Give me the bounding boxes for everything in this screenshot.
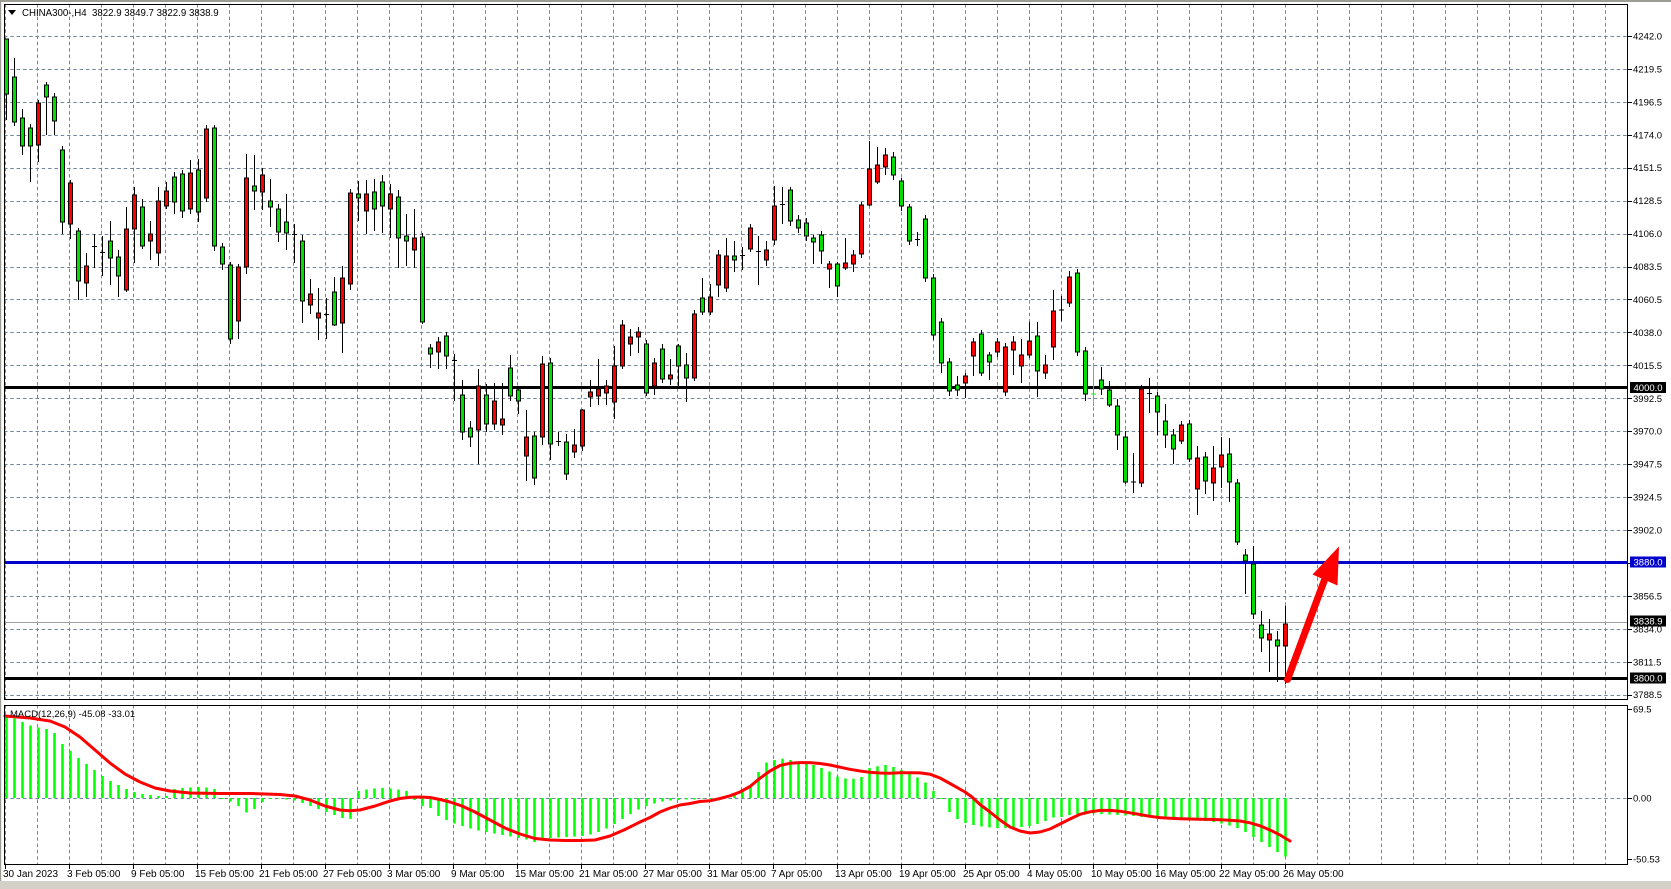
svg-text:4128.5: 4128.5	[1633, 196, 1662, 207]
svg-text:19 Apr 05:00: 19 Apr 05:00	[899, 869, 956, 880]
svg-text:9 Feb 05:00: 9 Feb 05:00	[131, 869, 185, 880]
svg-text:27 Feb 05:00: 27 Feb 05:00	[323, 869, 382, 880]
svg-text:16 May 05:00: 16 May 05:00	[1155, 869, 1216, 880]
svg-text:3970.0: 3970.0	[1633, 427, 1662, 438]
svg-text:7 Apr 05:00: 7 Apr 05:00	[771, 869, 823, 880]
svg-text:MACD(12,26,9) -45.08 -33.01: MACD(12,26,9) -45.08 -33.01	[10, 709, 135, 720]
svg-text:25 Apr 05:00: 25 Apr 05:00	[963, 869, 1020, 880]
svg-text:4038.0: 4038.0	[1633, 328, 1662, 339]
svg-text:31 Mar 05:00: 31 Mar 05:00	[707, 869, 766, 880]
svg-text:4196.5: 4196.5	[1633, 97, 1662, 108]
svg-text:15 Feb 05:00: 15 Feb 05:00	[195, 869, 254, 880]
svg-text:4015.5: 4015.5	[1633, 361, 1662, 372]
svg-text:0.00: 0.00	[1633, 794, 1652, 805]
svg-text:4083.5: 4083.5	[1633, 262, 1662, 273]
svg-text:13 Apr 05:00: 13 Apr 05:00	[835, 869, 892, 880]
svg-text:4151.5: 4151.5	[1633, 163, 1662, 174]
svg-text:15 Mar 05:00: 15 Mar 05:00	[515, 869, 574, 880]
svg-text:CHINA300-,H4 3822.9 3849.7 38: CHINA300-,H4 3822.9 3849.7 3822.9 3838.9	[22, 8, 219, 19]
svg-text:22 May 05:00: 22 May 05:00	[1219, 869, 1280, 880]
svg-text:4219.5: 4219.5	[1633, 64, 1662, 75]
svg-text:4242.0: 4242.0	[1633, 32, 1662, 43]
svg-text:4106.0: 4106.0	[1633, 229, 1662, 240]
svg-text:3 Feb 05:00: 3 Feb 05:00	[67, 869, 121, 880]
svg-text:27 Mar 05:00: 27 Mar 05:00	[643, 869, 702, 880]
svg-text:9 Mar 05:00: 9 Mar 05:00	[451, 869, 505, 880]
svg-text:69.5: 69.5	[1633, 705, 1652, 716]
svg-text:3 Mar 05:00: 3 Mar 05:00	[387, 869, 441, 880]
svg-text:3992.5: 3992.5	[1633, 394, 1662, 405]
svg-text:3856.5: 3856.5	[1633, 591, 1662, 602]
svg-text:3880.0: 3880.0	[1634, 558, 1663, 569]
svg-text:3788.5: 3788.5	[1633, 690, 1662, 701]
svg-text:4060.5: 4060.5	[1633, 295, 1662, 306]
svg-text:3838.9: 3838.9	[1634, 617, 1663, 628]
svg-text:-50.53: -50.53	[1633, 855, 1660, 866]
svg-text:4 May 05:00: 4 May 05:00	[1027, 869, 1082, 880]
svg-text:3800.0: 3800.0	[1634, 674, 1663, 685]
svg-text:21 Feb 05:00: 21 Feb 05:00	[259, 869, 318, 880]
svg-text:3947.5: 3947.5	[1633, 460, 1662, 471]
svg-text:4174.0: 4174.0	[1633, 130, 1662, 141]
svg-text:26 May 05:00: 26 May 05:00	[1283, 869, 1344, 880]
svg-text:10 May 05:00: 10 May 05:00	[1091, 869, 1152, 880]
svg-text:3834.0: 3834.0	[1633, 624, 1662, 635]
svg-text:21 Mar 05:00: 21 Mar 05:00	[579, 869, 638, 880]
svg-text:3811.5: 3811.5	[1633, 657, 1661, 668]
svg-text:30 Jan 2023: 30 Jan 2023	[3, 869, 58, 880]
svg-text:4000.0: 4000.0	[1634, 383, 1663, 394]
svg-text:3924.5: 3924.5	[1633, 493, 1662, 504]
svg-text:3902.0: 3902.0	[1633, 526, 1662, 537]
